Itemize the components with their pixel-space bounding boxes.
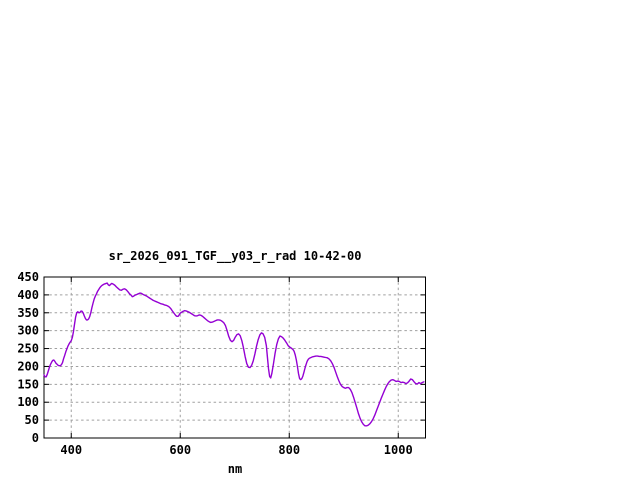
x-tick-label: 800 bbox=[278, 443, 300, 457]
y-tick-label: 150 bbox=[17, 377, 39, 391]
y-tick-label: 300 bbox=[17, 324, 39, 338]
y-tick-label: 450 bbox=[17, 270, 39, 284]
chart-title: sr_2026_091_TGF__y03_r_rad 10-42-00 bbox=[108, 249, 362, 263]
spectrum-line bbox=[43, 282, 425, 427]
y-tick-label: 350 bbox=[17, 306, 39, 320]
x-axis-label: nm bbox=[227, 462, 243, 476]
x-tick-label: 400 bbox=[60, 443, 82, 457]
y-tick-label: 250 bbox=[17, 342, 39, 356]
y-tick-label: 200 bbox=[17, 359, 39, 373]
y-tick-label: 50 bbox=[25, 413, 39, 427]
y-tick-label: 100 bbox=[17, 395, 39, 409]
y-tick-label: 0 bbox=[32, 431, 39, 445]
plot-border bbox=[43, 276, 426, 439]
y-tick-label: 400 bbox=[17, 288, 39, 302]
x-tick-label: 600 bbox=[169, 443, 191, 457]
x-tick-label: 1000 bbox=[384, 443, 413, 457]
